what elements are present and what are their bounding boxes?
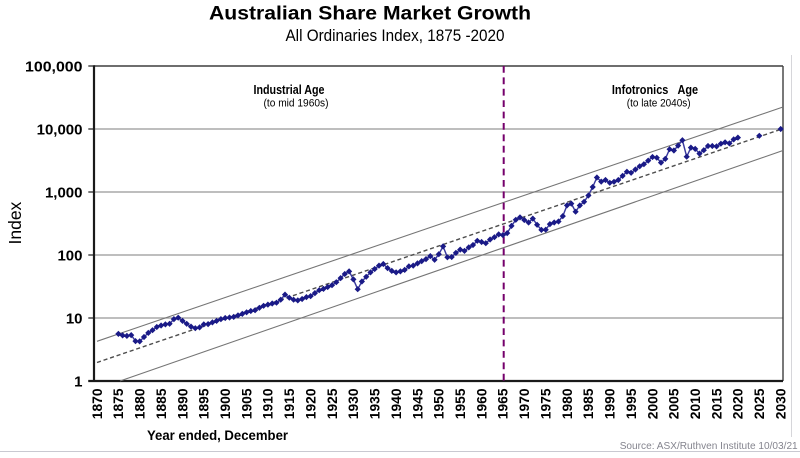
- svg-text:Infotronics Age: Infotronics Age: [612, 82, 698, 97]
- svg-text:(to late 2040s): (to late 2040s): [627, 98, 691, 110]
- svg-text:1985: 1985: [581, 388, 596, 419]
- svg-text:10: 10: [66, 310, 83, 327]
- svg-text:2025: 2025: [752, 388, 767, 419]
- svg-text:2005: 2005: [667, 388, 682, 419]
- svg-text:1955: 1955: [453, 388, 468, 419]
- svg-text:1925: 1925: [325, 388, 340, 419]
- svg-text:2015: 2015: [709, 388, 724, 419]
- svg-text:All Ordinaries Index, 1875 -2: All Ordinaries Index, 1875 -2020: [286, 27, 505, 45]
- svg-text:1875: 1875: [111, 388, 126, 419]
- svg-text:1945: 1945: [410, 388, 425, 419]
- svg-text:100: 100: [57, 247, 82, 264]
- svg-text:1950: 1950: [432, 388, 447, 419]
- svg-text:2000: 2000: [645, 388, 660, 419]
- svg-text:1965: 1965: [496, 388, 511, 419]
- svg-text:1895: 1895: [197, 388, 212, 419]
- svg-text:1910: 1910: [261, 388, 276, 419]
- svg-text:1960: 1960: [474, 388, 489, 419]
- svg-text:1900: 1900: [218, 388, 233, 419]
- svg-text:1940: 1940: [389, 388, 404, 419]
- svg-text:2030: 2030: [774, 388, 789, 419]
- svg-text:Source: ASX/Ruthven Institute: Source: ASX/Ruthven Institute 10/03/21: [620, 440, 798, 452]
- svg-text:1885: 1885: [154, 388, 169, 419]
- svg-text:1935: 1935: [368, 388, 383, 419]
- svg-text:1970: 1970: [517, 388, 532, 419]
- svg-text:1915: 1915: [282, 388, 297, 419]
- svg-text:(to mid 1960s): (to mid 1960s): [264, 98, 329, 110]
- svg-text:Industrial Age: Industrial Age: [254, 82, 325, 97]
- svg-text:1930: 1930: [346, 388, 361, 419]
- svg-text:100,000: 100,000: [25, 58, 83, 75]
- svg-text:1905: 1905: [239, 388, 254, 419]
- svg-text:Australian Share Market Growth: Australian Share Market Growth: [209, 4, 531, 25]
- svg-text:10,000: 10,000: [37, 121, 83, 138]
- svg-text:2010: 2010: [688, 388, 703, 419]
- svg-text:Index: Index: [5, 201, 25, 244]
- svg-text:1: 1: [74, 373, 82, 390]
- svg-text:1880: 1880: [133, 388, 148, 419]
- svg-text:Year ended, December: Year ended, December: [147, 427, 289, 443]
- svg-text:1,000: 1,000: [45, 184, 83, 201]
- svg-text:1920: 1920: [303, 388, 318, 419]
- svg-text:1890: 1890: [175, 388, 190, 419]
- svg-text:1995: 1995: [624, 388, 639, 419]
- svg-text:1990: 1990: [603, 388, 618, 419]
- svg-text:1870: 1870: [90, 388, 105, 419]
- svg-text:1975: 1975: [539, 388, 554, 419]
- svg-text:1980: 1980: [560, 388, 575, 419]
- svg-text:2020: 2020: [731, 388, 746, 419]
